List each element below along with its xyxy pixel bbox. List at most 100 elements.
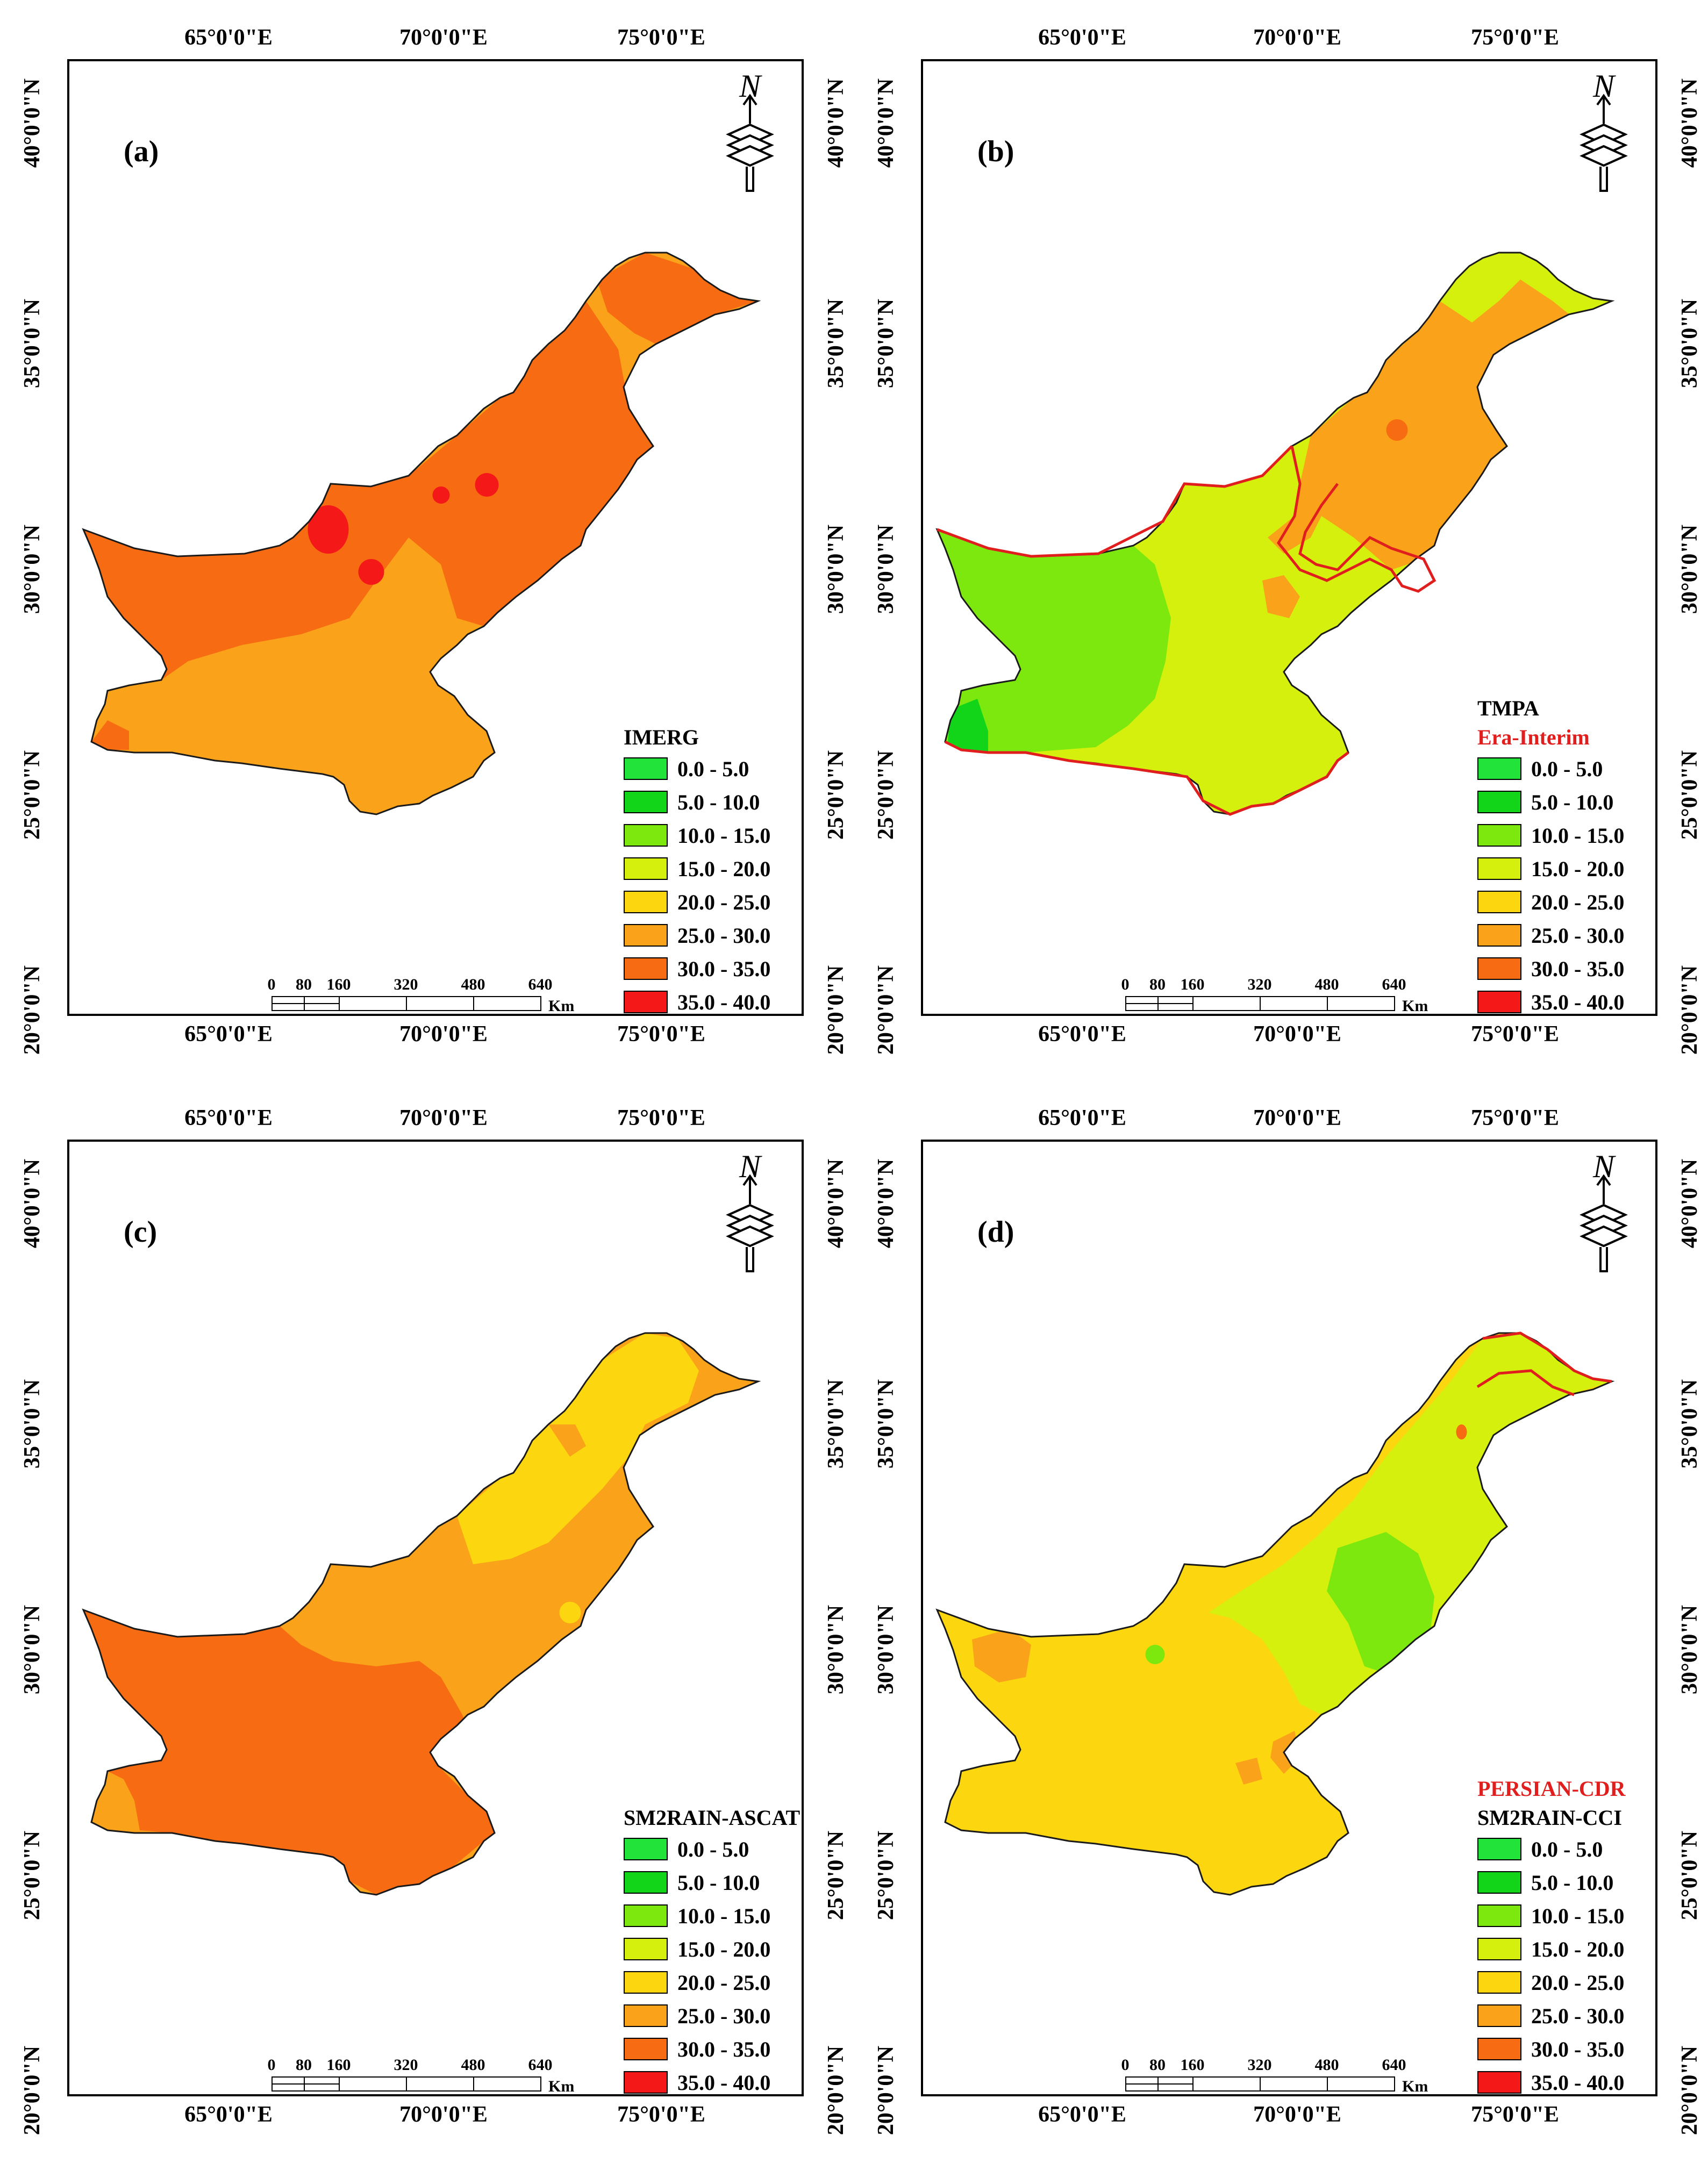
legend-swatch [1477,1971,1521,1994]
legend-swatch [1477,1904,1521,1927]
legend-swatch [624,1938,668,1960]
latitude-tick-label: 25°0'0"N [824,750,848,840]
scale-tick-label: 160 [1180,2056,1205,2074]
longitude-tick-label: 75°0'0"E [1471,25,1559,50]
latitude-tick-label: 35°0'0"N [1677,298,1702,389]
legend-label: 35.0 - 40.0 [677,2070,771,2095]
panel-label: (d) [977,1215,1014,1249]
legend-title: Era-Interim [1477,725,1590,749]
rainfall-zone [1209,1333,1612,1715]
legend-label: 35.0 - 40.0 [1531,2070,1625,2095]
scale-unit: Km [1402,2078,1428,2095]
scale-bar-graphic [1125,996,1395,1011]
legend-swatch [1477,1871,1521,1894]
latitude-tick-label: 35°0'0"N [20,298,45,389]
legend-label: 0.0 - 5.0 [1531,1837,1603,1861]
scale-tick-label: 0 [1121,976,1130,993]
longitude-tick-label: 75°0'0"E [1471,1106,1559,1130]
longitude-tick-label: 65°0'0"E [184,25,273,50]
map-canvas: N [935,1149,1628,1896]
rainfall-zone [1456,1424,1467,1439]
scale-tick-label: 640 [528,976,553,993]
scale-tick-label: 80 [296,2056,312,2074]
scale-tick-label: 0 [1121,2056,1130,2074]
legend-label: 25.0 - 30.0 [677,2003,771,2028]
latitude-tick-label: 35°0'0"N [1677,1379,1702,1469]
latitude-tick-label: 20°0'0"N [1677,965,1702,1055]
map-panel-b: N 65°0'0"E 65°0'0"E 70°0'0"E 70°0'0"E 75°0'0"… [854,0,1707,1075]
legend-swatch [1477,857,1521,880]
scale-unit: Km [548,997,575,1015]
latitude-tick-label: 35°0'0"N [874,298,898,389]
legend-row: 30.0 - 35.0 [624,952,806,985]
legend-row: 15.0 - 20.0 [1477,852,1660,885]
panel-label: (c) [124,1215,158,1249]
latitude-tick-label: 30°0'0"N [824,1605,848,1695]
rainfall-zone [972,1629,1031,1682]
longitude-tick-label: 75°0'0"E [1471,1022,1559,1047]
latitude-tick-label: 25°0'0"N [1677,750,1702,840]
legend-swatch [624,791,668,813]
latitude-tick-label: 35°0'0"N [20,1379,45,1469]
north-arrow-icon [1580,94,1628,192]
longitude-tick-label: 70°0'0"E [1253,2102,1341,2127]
country-boundary [82,1332,761,1896]
longitude-tick-label: 65°0'0"E [184,1106,273,1130]
longitude-tick-label: 70°0'0"E [399,1022,488,1047]
scale-tick-label: 640 [528,2056,553,2074]
rainfall-zone [597,253,758,344]
legend-label: 25.0 - 30.0 [677,923,771,948]
legend-row: 35.0 - 40.0 [624,985,806,1019]
legend-swatch [1477,1838,1521,1860]
rainfall-zone [1145,1645,1165,1664]
legend-label: 20.0 - 25.0 [1531,890,1625,914]
legend-row: 5.0 - 10.0 [624,785,806,819]
longitude-tick-label: 75°0'0"E [617,2102,705,2127]
legend-row: 5.0 - 10.0 [1477,1866,1660,1899]
map-panel-a: N 65°0'0"E 65°0'0"E 70°0'0"E 70°0'0"E 75°0'0"… [0,0,854,1075]
rainfall-zone [475,473,499,497]
region-boundary-line [944,740,1349,816]
legend-swatch [1477,991,1521,1013]
legend: TMPA Era-Interim 0.0 - 5.0 5.0 - 10.0 10.0 -… [1477,694,1660,1019]
scale-bar: 0 80 160 320 480 640 Km [1121,2056,1448,2095]
latitude-tick-label: 40°0'0"N [1677,78,1702,168]
legend-row: 0.0 - 5.0 [624,752,806,785]
latitude-tick-label: 25°0'0"N [20,750,45,840]
panel-label: (b) [977,135,1014,168]
latitude-tick-label: 30°0'0"N [1677,1605,1702,1695]
latitude-tick-label: 20°0'0"N [824,965,848,1055]
legend-label: 5.0 - 10.0 [677,790,760,814]
legend-row: 10.0 - 15.0 [624,819,806,852]
legend-swatch [1477,824,1521,847]
legend-row: 20.0 - 25.0 [1477,885,1660,919]
legend-swatch [1477,757,1521,780]
latitude-tick-label: 40°0'0"N [824,1158,848,1249]
legend-label: 5.0 - 10.0 [677,1870,760,1895]
legend-swatch [624,2038,668,2060]
scale-tick-label: 0 [267,976,276,993]
legend-label: 30.0 - 35.0 [1531,956,1625,981]
scale-bar: 0 80 160 320 480 640 Km [267,976,594,1015]
latitude-tick-label: 40°0'0"N [874,78,898,168]
legend-label: 10.0 - 15.0 [677,1903,771,1928]
legend-label: 20.0 - 25.0 [677,1970,771,1995]
rainfall-zone [1327,586,1424,667]
legend-label: 10.0 - 15.0 [677,823,771,848]
legend-label: 15.0 - 20.0 [677,1937,771,1961]
legend-row: 5.0 - 10.0 [624,1866,806,1899]
legend-label: 10.0 - 15.0 [1531,1903,1625,1928]
longitude-tick-label: 65°0'0"E [184,2102,273,2127]
latitude-tick-label: 25°0'0"N [20,1830,45,1921]
legend-swatch [624,824,668,847]
map-canvas: N [935,68,1628,816]
latitude-tick-label: 40°0'0"N [824,78,848,168]
legend-label: 20.0 - 25.0 [677,890,771,914]
legend-title: IMERG [624,725,699,749]
scale-tick-label: 0 [267,2056,276,2074]
legend-swatch [1477,2038,1521,2060]
latitude-tick-label: 20°0'0"N [1677,2045,1702,2136]
legend-row: 35.0 - 40.0 [1477,985,1660,1019]
legend-label: 5.0 - 10.0 [1531,1870,1614,1895]
legend-swatch [624,2004,668,2027]
